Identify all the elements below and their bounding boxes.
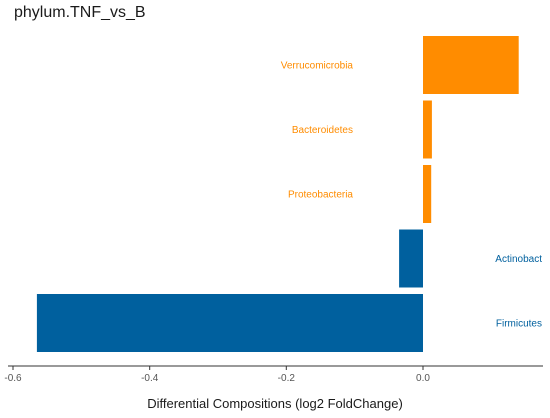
- bar-verrucomicrobia: [423, 36, 519, 94]
- x-tick-label: 0.0: [416, 373, 430, 384]
- chart-title: phylum.TNF_vs_B: [14, 4, 146, 21]
- x-ticks-layer: -0.6 -0.4 -0.2 0.0: [4, 366, 430, 384]
- bar-label-verrucomicrobia: Verrucomicrobia: [281, 61, 354, 72]
- bars-layer: [36, 36, 519, 352]
- x-tick-label: -0.4: [141, 373, 159, 384]
- bar-labels-layer: Verrucomicrobia Bacteroidetes Proteobacter…: [281, 61, 542, 330]
- bar-actinobact: [399, 229, 423, 288]
- bar-label-bacteroidetes: Bacteroidetes: [292, 125, 353, 136]
- bar-bacteroidetes: [423, 100, 432, 159]
- x-tick-label: -0.2: [278, 373, 296, 384]
- bar-label-proteobacteria: Proteobacteria: [288, 190, 353, 201]
- bar-label-actinobact: Actinobact: [495, 254, 542, 265]
- bar-proteobacteria: [423, 165, 432, 223]
- x-axis-title: Differential Compositions (log2 FoldChan…: [147, 396, 403, 411]
- x-tick-label: -0.6: [4, 373, 22, 384]
- bar-label-firmicutes: Firmicutes: [496, 319, 542, 330]
- bar-firmicutes: [36, 294, 424, 352]
